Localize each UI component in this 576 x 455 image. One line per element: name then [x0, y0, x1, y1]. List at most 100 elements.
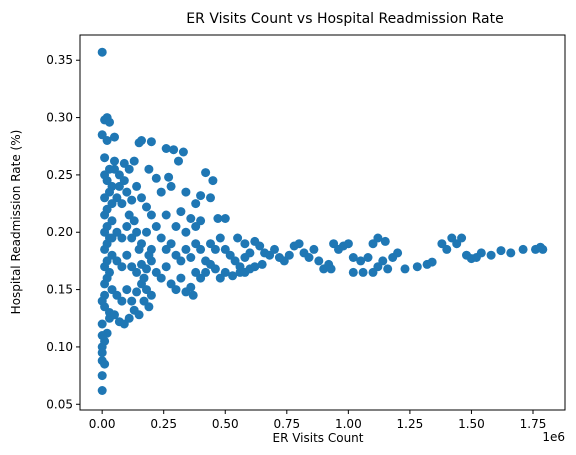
- data-point: [343, 239, 353, 249]
- data-point: [412, 262, 422, 272]
- data-point: [506, 248, 516, 258]
- data-point: [107, 199, 117, 209]
- x-axis-ticks: 0.00 0.25 0.50 0.75 1.00 1.25 1.50 1.75: [89, 410, 547, 431]
- data-point: [348, 267, 358, 277]
- data-point: [228, 271, 238, 281]
- data-point: [181, 227, 191, 237]
- data-point: [284, 250, 294, 260]
- data-point: [442, 244, 452, 254]
- data-point: [233, 233, 243, 243]
- data-point: [176, 273, 186, 283]
- y-tick-label: 0.30: [46, 111, 73, 125]
- data-point: [518, 244, 528, 254]
- data-point: [201, 267, 211, 277]
- data-point: [137, 193, 146, 203]
- data-point: [210, 244, 220, 254]
- data-point: [400, 264, 410, 274]
- data-point: [110, 132, 119, 142]
- data-point: [129, 216, 139, 226]
- data-point: [97, 47, 107, 57]
- data-point: [174, 156, 183, 166]
- data-point: [373, 233, 383, 243]
- data-point: [110, 310, 119, 320]
- data-point: [383, 264, 393, 274]
- data-point: [186, 214, 196, 223]
- data-point: [178, 147, 188, 157]
- data-point: [117, 262, 127, 272]
- y-tick-label: 0.15: [46, 283, 73, 297]
- data-point: [380, 236, 390, 246]
- data-point: [176, 207, 186, 217]
- data-point: [208, 176, 218, 186]
- data-point: [240, 239, 250, 249]
- chart-title: ER Visits Count vs Hospital Readmission …: [186, 11, 503, 27]
- data-point: [171, 285, 181, 295]
- data-point: [100, 244, 110, 254]
- data-point: [142, 264, 151, 274]
- data-point: [245, 264, 255, 274]
- data-point: [309, 244, 319, 254]
- x-tick-label: 1.00: [335, 417, 362, 431]
- data-point: [144, 302, 154, 312]
- data-point: [257, 259, 267, 269]
- data-point: [427, 257, 437, 267]
- data-point: [107, 233, 117, 243]
- data-point: [326, 264, 336, 274]
- data-point: [161, 144, 171, 153]
- x-tick-label: 1.75: [520, 417, 547, 431]
- data-point: [538, 244, 548, 254]
- data-point: [119, 176, 129, 186]
- data-point: [122, 250, 132, 260]
- data-point: [144, 164, 154, 174]
- data-point: [220, 267, 230, 277]
- data-point: [100, 279, 110, 289]
- data-point: [181, 244, 191, 254]
- x-axis-label: ER Visits Count: [272, 431, 363, 445]
- data-point: [105, 117, 114, 127]
- data-point: [213, 214, 223, 223]
- data-point: [129, 156, 139, 166]
- data-point: [393, 248, 403, 258]
- data-point: [201, 168, 211, 178]
- data-point: [176, 256, 186, 266]
- data-point: [164, 172, 174, 182]
- data-point: [124, 313, 134, 323]
- data-point: [142, 227, 151, 237]
- data-point: [245, 248, 255, 258]
- data-point: [142, 202, 151, 212]
- y-tick-label: 0.10: [46, 340, 73, 354]
- data-point: [97, 342, 107, 352]
- data-point: [186, 282, 196, 292]
- data-point: [156, 273, 166, 283]
- data-point: [457, 233, 467, 243]
- data-point: [97, 331, 107, 340]
- y-axis-label: Hospital Readmission Rate (%): [9, 130, 23, 315]
- data-point: [151, 173, 161, 183]
- data-point: [348, 253, 358, 262]
- data-point: [156, 233, 166, 243]
- data-point: [97, 386, 107, 395]
- data-point: [146, 210, 156, 220]
- x-tick-label: 0.75: [273, 417, 300, 431]
- y-axis-ticks: 0.05 0.10 0.15 0.20 0.25 0.30 0.35: [46, 53, 80, 411]
- data-point: [122, 222, 132, 231]
- plot-frame: [79, 34, 566, 411]
- data-point: [486, 250, 496, 260]
- data-point: [215, 233, 225, 243]
- y-tick-label: 0.25: [46, 168, 73, 182]
- data-point: [102, 136, 112, 145]
- data-point: [132, 227, 142, 237]
- data-point: [139, 273, 149, 283]
- data-point: [171, 222, 181, 231]
- data-point: [132, 267, 142, 277]
- data-point: [134, 244, 144, 254]
- data-point: [137, 136, 146, 145]
- data-point: [105, 187, 114, 197]
- data-point: [166, 239, 176, 249]
- y-tick-label: 0.35: [46, 53, 73, 67]
- data-point: [97, 319, 107, 329]
- data-point: [255, 241, 265, 251]
- data-point: [134, 310, 144, 320]
- data-point: [206, 193, 215, 203]
